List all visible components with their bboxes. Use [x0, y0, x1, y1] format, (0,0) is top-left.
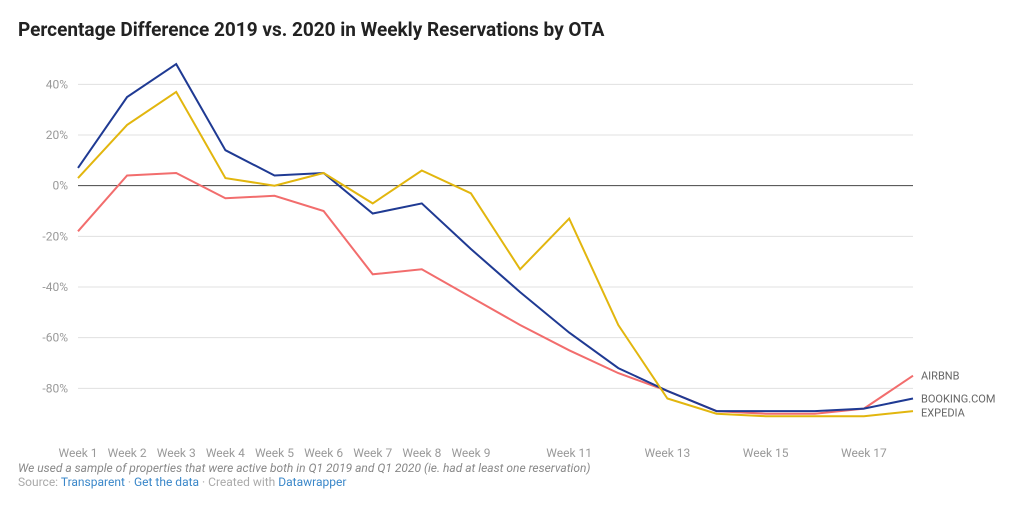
source-mid: · Created with [199, 475, 278, 489]
y-tick-label: 20% [46, 128, 68, 142]
x-tick-label: Week 2 [108, 446, 147, 460]
series-booking.com [78, 64, 913, 411]
y-tick-label: -20% [42, 229, 68, 243]
chart-area: -80% -60% -40% -20% 0% 20% 40% Week 1 Week 2 Week… [18, 41, 1006, 461]
x-tick-label: Week 6 [304, 446, 343, 460]
y-tick-label: -60% [42, 331, 68, 345]
source-line: Source: Transparent · Get the data · Cre… [18, 475, 1006, 489]
x-tick-label: Week 1 [59, 446, 98, 460]
series-label-airbnb: AIRBNB [921, 370, 960, 383]
source-sep1: · [125, 475, 134, 489]
y-tick-label: 40% [46, 77, 68, 91]
x-tick-label: Week 3 [157, 446, 196, 460]
y-tick-label: -40% [42, 280, 68, 294]
y-tick-label: -80% [42, 381, 68, 395]
source-link-datawrapper[interactable]: Datawrapper [278, 475, 346, 489]
series-label-booking.com: BOOKING.COM [921, 392, 995, 405]
chart-title: Percentage Difference 2019 vs. 2020 in W… [18, 18, 1006, 41]
source-prefix: Source: [18, 475, 61, 489]
y-tick-label: 0% [52, 179, 68, 193]
x-tick-label: Week 8 [402, 446, 441, 460]
x-tick-label: Week 7 [353, 446, 392, 460]
footnote: We used a sample of properties that were… [18, 461, 1006, 475]
x-tick-label: Week 13 [645, 446, 691, 460]
series-label-expedia: EXPEDIA [921, 406, 966, 419]
line-chart: -80% -60% -40% -20% 0% 20% 40% Week 1 Week 2 Week… [18, 41, 1006, 461]
x-tick-label: Week 15 [743, 446, 789, 460]
series-expedia [78, 92, 913, 416]
source-link-transparent[interactable]: Transparent [61, 475, 125, 489]
series-airbnb [78, 173, 913, 414]
x-tick-label: Week 11 [546, 446, 592, 460]
x-tick-label: Week 17 [841, 446, 887, 460]
source-link-getdata[interactable]: Get the data [134, 475, 199, 489]
x-tick-label: Week 4 [206, 446, 245, 460]
x-tick-label: Week 5 [255, 446, 294, 460]
x-tick-label: Week 9 [451, 446, 490, 460]
